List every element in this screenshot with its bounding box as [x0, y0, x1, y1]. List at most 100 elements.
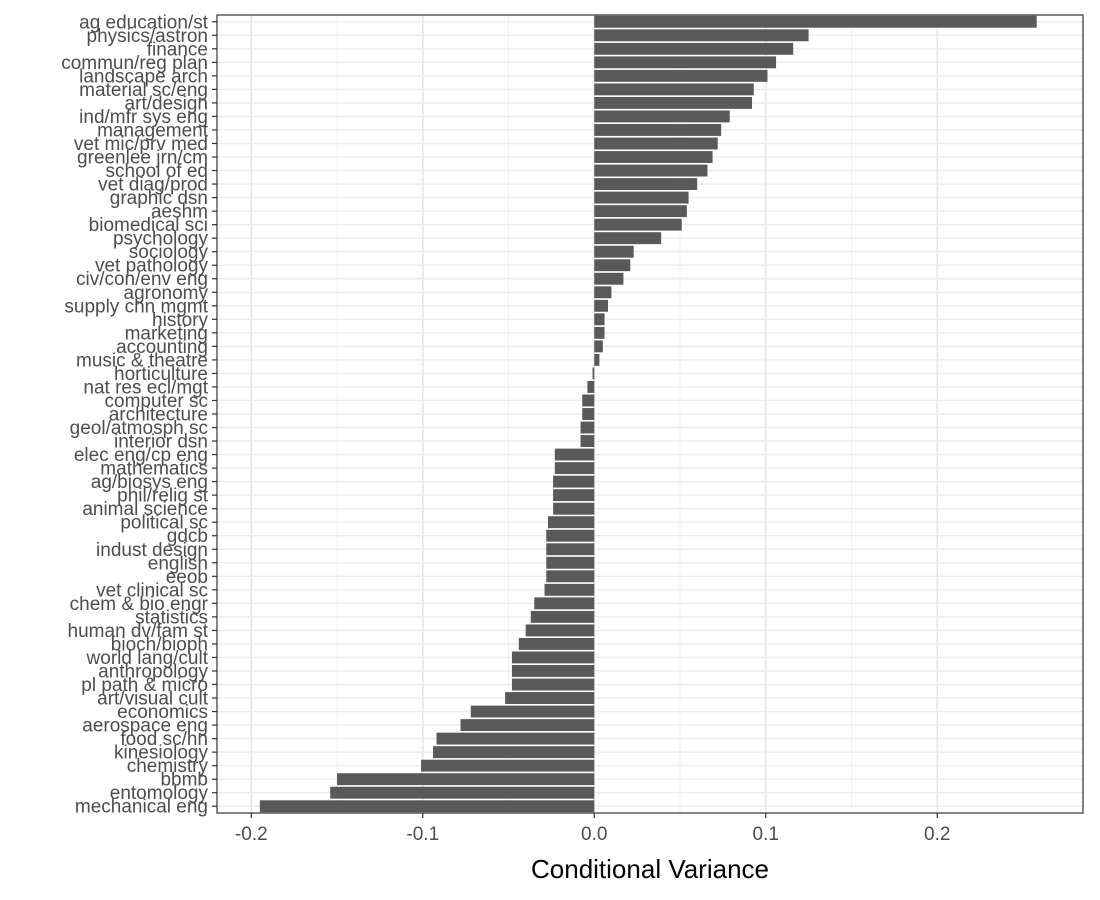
y-tick-label: sociology [129, 242, 209, 263]
y-tick-label: food sc/hn [120, 729, 208, 750]
y-tick-label: political sc [120, 513, 208, 534]
x-axis-ticks: -0.2 -0.1 0.0 0.1 0.2 [235, 813, 950, 845]
y-axis-ticks: ag education/stphysics/astronfinancecomm… [61, 12, 217, 818]
bar [592, 367, 595, 380]
bar [546, 543, 595, 556]
y-tick-label: biomedical sci [89, 215, 208, 236]
bar [594, 83, 754, 96]
x-tick-label: 0.1 [753, 824, 779, 845]
y-tick-label: interior dsn [114, 432, 208, 453]
y-tick-label: accounting [116, 337, 208, 358]
bar [330, 786, 595, 799]
y-tick-label: marketing [125, 323, 208, 344]
bar [594, 218, 682, 231]
y-tick-label: art/design [125, 93, 208, 114]
bar [580, 435, 595, 448]
bar [594, 96, 753, 109]
bar [553, 489, 595, 502]
y-tick-label: supply chn mgmt [64, 296, 208, 317]
bar [544, 583, 595, 596]
y-tick-label: nat res ecl/mgt [83, 377, 208, 398]
y-tick-label: kinesiology [114, 743, 208, 764]
y-tick-label: civ/con/env eng [76, 269, 208, 290]
bar [511, 651, 595, 664]
bar [594, 137, 718, 150]
x-tick-label: -0.2 [235, 824, 268, 845]
bar [594, 340, 603, 353]
y-tick-label: material sc/eng [79, 80, 208, 101]
y-tick-label: history [152, 310, 208, 331]
y-tick-label: elec eng/cp eng [74, 445, 208, 466]
bar [594, 299, 608, 312]
y-tick-label: greenlee jrn/cm [77, 148, 208, 169]
bar [594, 272, 624, 285]
y-tick-label: bbmb [160, 770, 208, 791]
y-tick-label: geol/atmosph sc [70, 418, 208, 439]
bar [594, 313, 605, 326]
y-tick-label: psychology [113, 229, 209, 250]
bar [546, 570, 595, 583]
y-tick-label: anthropology [98, 661, 208, 682]
bar [337, 773, 595, 786]
bar [594, 42, 794, 55]
y-tick-label: english [148, 553, 208, 574]
bar [594, 191, 689, 204]
bar [518, 637, 595, 650]
y-tick-label: entomology [110, 783, 209, 804]
bars [259, 15, 1037, 813]
bar [594, 110, 730, 123]
bar [594, 15, 1037, 28]
y-tick-label: aerospace eng [82, 716, 208, 737]
y-tick-label: vet pathology [95, 256, 209, 277]
x-axis-label: Conditional Variance [531, 854, 769, 884]
y-tick-label: economics [117, 702, 208, 723]
bar [433, 746, 595, 759]
bar [554, 448, 595, 461]
bar [594, 353, 600, 366]
x-tick-label: 0.0 [581, 824, 607, 845]
bar [594, 245, 634, 258]
bar [594, 205, 687, 218]
bar [594, 164, 708, 177]
y-tick-label: ag education/st [79, 12, 209, 33]
y-tick-label: computer sc [105, 391, 208, 412]
bar [582, 408, 595, 420]
bar [582, 394, 595, 407]
y-tick-label: mathematics [100, 459, 208, 480]
y-tick-label: vet clinical sc [96, 580, 208, 601]
y-tick-label: ag/biosys eng [91, 472, 208, 493]
bar [511, 665, 595, 677]
y-tick-label: school of ed [106, 161, 208, 182]
y-tick-label: graphic dsn [110, 188, 208, 209]
y-tick-label: mechanical eng [75, 797, 208, 818]
bar [553, 475, 595, 488]
bar [534, 597, 595, 610]
x-tick-label: -0.1 [406, 824, 439, 845]
bar [594, 259, 631, 272]
y-tick-label: vet mic/prv med [74, 134, 208, 155]
y-tick-label: chem & bio engr [70, 594, 209, 615]
bar [511, 678, 595, 691]
bar [553, 502, 595, 515]
bar [436, 732, 595, 745]
bar [594, 124, 722, 136]
bar [470, 705, 595, 718]
y-tick-label: music & theatre [76, 350, 208, 371]
bar [530, 610, 595, 623]
y-tick-label: aeshm [151, 202, 208, 223]
y-tick-label: vet diag/prod [98, 175, 208, 196]
bar [594, 56, 777, 69]
y-tick-label: world lang/cult [86, 648, 209, 669]
bar [594, 232, 662, 245]
y-tick-label: animal science [82, 499, 208, 520]
y-tick-label: commun/reg plan [61, 53, 208, 74]
y-tick-label: architecture [109, 405, 208, 426]
y-tick-label: indust design [96, 540, 208, 561]
bar [594, 326, 605, 339]
y-tick-label: pl path & micro [81, 675, 208, 696]
bar [594, 151, 713, 163]
y-tick-label: bioch/bioph [111, 634, 208, 655]
y-tick-label: gdcb [167, 526, 208, 547]
